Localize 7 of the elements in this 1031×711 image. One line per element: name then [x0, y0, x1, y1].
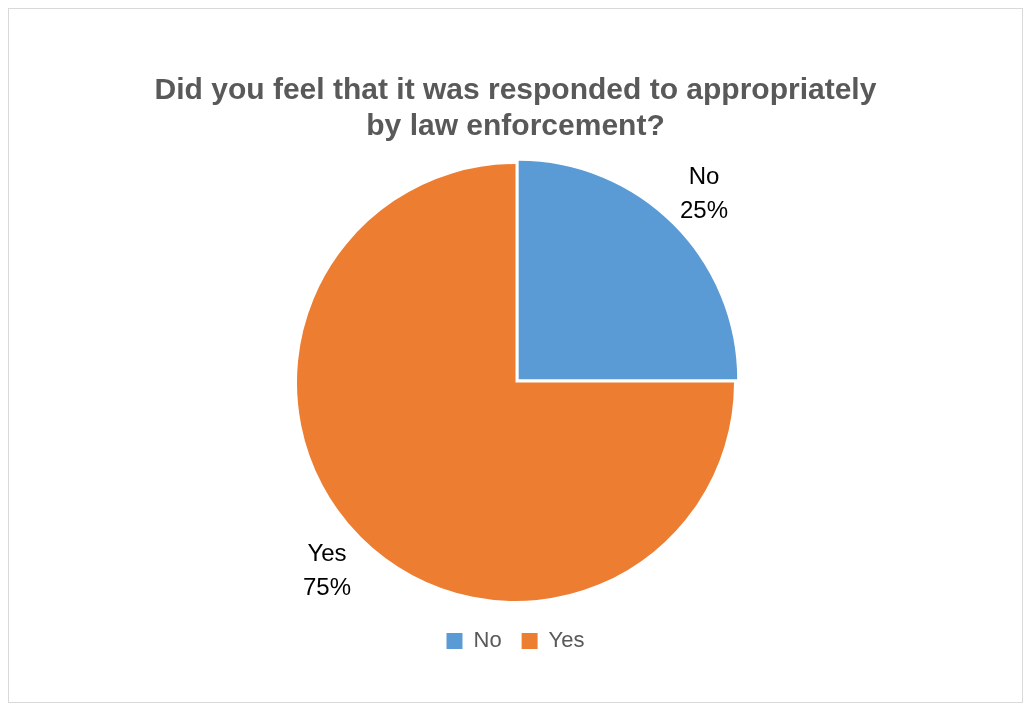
chart-title: Did you feel that it was responded to appropriately by law enforcement?: [154, 72, 877, 142]
legend-label: No: [473, 627, 502, 653]
slice-label: No: [688, 161, 720, 189]
data-label: 75%: [302, 572, 352, 600]
legend-label: Yes: [548, 627, 585, 653]
slice-label: Yes: [307, 538, 347, 566]
data-label: 25%: [679, 195, 729, 223]
